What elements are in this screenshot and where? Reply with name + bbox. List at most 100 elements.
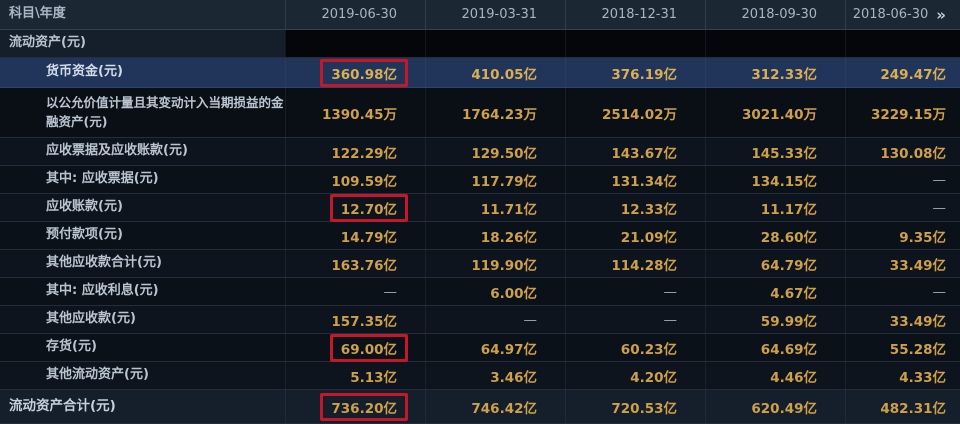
- next-columns-icon[interactable]: »: [936, 5, 946, 24]
- cell-value: 64.69亿: [760, 341, 817, 358]
- value-cell: 482.31亿: [845, 390, 960, 423]
- value-cell: 249.47亿: [845, 58, 960, 87]
- value-cell: 746.42亿: [425, 390, 565, 423]
- cell-value: 114.28亿: [611, 257, 677, 274]
- cell-value: 1764.23万: [462, 106, 537, 123]
- value-cell: 109.59亿: [285, 166, 425, 193]
- value-cell: 64.97亿: [425, 334, 565, 361]
- cell-value: 109.59亿: [331, 173, 397, 190]
- value-cell: 12.33亿: [565, 194, 705, 221]
- value-cell: 4.33亿: [845, 362, 960, 389]
- row-label: 其他应收款合计(元): [0, 250, 285, 277]
- cell-value: —: [932, 171, 947, 188]
- table-row-12[interactable]: 流动资产合计(元) 736.20亿 746.42亿 720.53亿 620.49亿 482…: [0, 390, 960, 424]
- table-row-0[interactable]: 流动资产(元): [0, 30, 960, 58]
- value-cell: —: [565, 278, 705, 305]
- value-cell: —: [845, 278, 960, 305]
- value-cell: 60.23亿: [565, 334, 705, 361]
- table-row-6[interactable]: 预付款项(元) 14.79亿 18.26亿 21.09亿 28.60亿 9.35亿: [0, 222, 960, 250]
- cell-value: 4.67亿: [770, 285, 817, 302]
- cell-value: 157.35亿: [331, 313, 397, 330]
- value-cell: [845, 30, 960, 57]
- header-date-label: 2018-12-31: [601, 7, 677, 22]
- value-cell: 117.79亿: [425, 166, 565, 193]
- row-label: 应收账款(元): [0, 194, 285, 221]
- cell-value: 14.79亿: [340, 229, 397, 246]
- value-cell: 130.08亿: [845, 138, 960, 165]
- value-cell: 4.67亿: [705, 278, 845, 305]
- header-date-label: 2019-06-30: [321, 7, 397, 22]
- red-highlight-box: 69.00亿: [329, 333, 408, 362]
- value-cell: 376.19亿: [565, 58, 705, 87]
- table-row-8[interactable]: 其中: 应收利息(元) — 6.00亿 — 4.67亿 —: [0, 278, 960, 306]
- cell-value: 746.42亿: [471, 400, 537, 417]
- cell-value: 736.20亿: [331, 400, 397, 417]
- header-date-label: 2018-09-30: [741, 7, 817, 22]
- cell-value: 55.28亿: [889, 341, 946, 358]
- cell-value: 6.00亿: [490, 285, 537, 302]
- value-cell: 59.99亿: [705, 306, 845, 333]
- row-label: 其中: 应收利息(元): [0, 278, 285, 305]
- value-cell: 69.00亿: [285, 333, 425, 362]
- table-row-5[interactable]: 应收账款(元) 12.70亿 11.71亿 12.33亿 11.17亿 —: [0, 193, 960, 222]
- cell-value: —: [932, 199, 947, 216]
- cell-value: 720.53亿: [611, 400, 677, 417]
- value-cell: 114.28亿: [565, 250, 705, 277]
- value-cell: [705, 30, 845, 57]
- red-highlight-box: 360.98亿: [320, 58, 408, 87]
- value-cell: 55.28亿: [845, 334, 960, 361]
- table-row-10[interactable]: 存货(元) 69.00亿 64.97亿 60.23亿 64.69亿 55.28亿: [0, 333, 960, 362]
- table-row-4[interactable]: 其中: 应收票据(元) 109.59亿 117.79亿 131.34亿 134.15亿 —: [0, 166, 960, 194]
- value-cell: 1390.45万: [285, 88, 425, 137]
- table-row-1[interactable]: 货币资金(元) 360.98亿 410.05亿 376.19亿 312.33亿 249.4…: [0, 58, 960, 88]
- cell-value: 249.47亿: [880, 66, 946, 83]
- cell-value: 2514.02万: [602, 106, 677, 123]
- value-cell: 143.67亿: [565, 138, 705, 165]
- value-cell: 4.20亿: [565, 362, 705, 389]
- row-label-text: 应收账款(元): [46, 199, 123, 215]
- cell-value: 9.35亿: [899, 229, 946, 246]
- cell-value: 60.23亿: [620, 341, 677, 358]
- value-cell: 64.79亿: [705, 250, 845, 277]
- cell-value: —: [932, 283, 947, 300]
- value-cell: 33.49亿: [845, 306, 960, 333]
- value-cell: 163.76亿: [285, 250, 425, 277]
- cell-value: —: [383, 283, 398, 300]
- value-cell: 122.29亿: [285, 138, 425, 165]
- table-row-3[interactable]: 应收票据及应收账款(元) 122.29亿 129.50亿 143.67亿 145.33亿…: [0, 138, 960, 166]
- cell-value: 145.33亿: [751, 145, 817, 162]
- value-cell: 3229.15万: [845, 88, 960, 137]
- row-label: 应收票据及应收账款(元): [0, 138, 285, 165]
- cell-value: 12.33亿: [620, 201, 677, 218]
- value-cell: 3.46亿: [425, 362, 565, 389]
- header-subject-cell: 科目\年度: [0, 0, 285, 29]
- value-cell: 28.60亿: [705, 222, 845, 249]
- table-row-2[interactable]: 以公允价值计量且其变动计入当期损益的金融资产(元) 1390.45万 1764.23…: [0, 88, 960, 138]
- value-cell: [425, 30, 565, 57]
- value-cell: 119.90亿: [425, 250, 565, 277]
- cell-value: 33.49亿: [889, 257, 946, 274]
- value-cell: —: [425, 306, 565, 333]
- value-cell: 12.70亿: [285, 193, 425, 222]
- table-row-7[interactable]: 其他应收款合计(元) 163.76亿 119.90亿 114.28亿 64.79亿 33.…: [0, 250, 960, 278]
- cell-value: 376.19亿: [611, 66, 677, 83]
- value-cell: 360.98亿: [285, 58, 425, 87]
- cell-value: 21.09亿: [620, 229, 677, 246]
- value-cell: 33.49亿: [845, 250, 960, 277]
- cell-value: 131.34亿: [611, 173, 677, 190]
- table-row-11[interactable]: 其他流动资产(元) 5.13亿 3.46亿 4.20亿 4.46亿 4.33亿: [0, 362, 960, 390]
- header-date-cell: 2018-09-30: [705, 0, 845, 29]
- row-label-text: 流动资产合计(元): [9, 397, 116, 414]
- value-cell: 21.09亿: [565, 222, 705, 249]
- cell-value: 33.49亿: [889, 313, 946, 330]
- table-row-9[interactable]: 其他应收款(元) 157.35亿 — — 59.99亿 33.49亿: [0, 306, 960, 334]
- row-label-text: 货币资金(元): [46, 64, 123, 80]
- row-label: 其他应收款(元): [0, 306, 285, 333]
- value-cell: 4.46亿: [705, 362, 845, 389]
- cell-value: —: [663, 311, 678, 328]
- cell-value: 122.29亿: [331, 145, 397, 162]
- table-header: 科目\年度 2019-06-30 2019-03-31 2018-12-31 2018…: [0, 0, 960, 30]
- row-label-text: 其他流动资产(元): [46, 367, 149, 383]
- row-label-text: 存货(元): [46, 339, 97, 355]
- row-label-text: 预付款项(元): [46, 227, 123, 243]
